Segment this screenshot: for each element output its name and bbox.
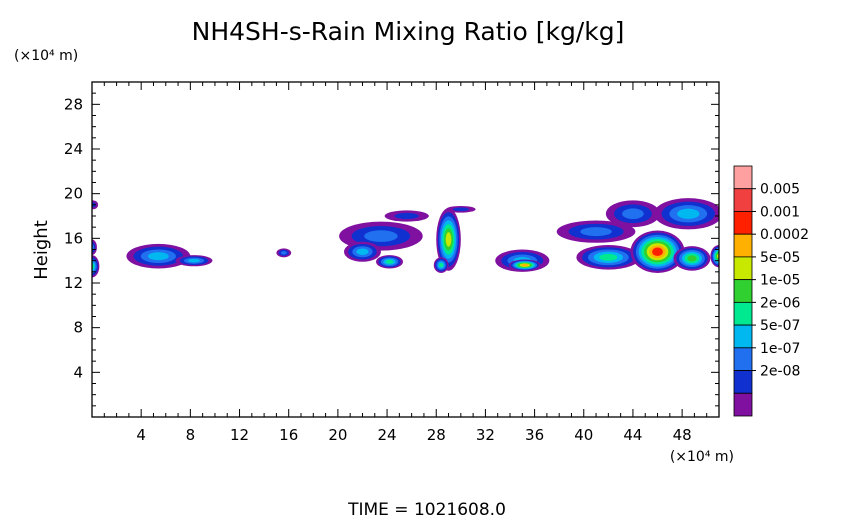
time-footer: TIME = 1021608.0 xyxy=(347,500,506,519)
contour-level xyxy=(445,232,452,247)
x-tick-label: 24 xyxy=(378,426,397,444)
data-field xyxy=(92,198,719,278)
contour-level xyxy=(599,253,618,261)
data-cell xyxy=(375,255,404,269)
y-tick-label: 28 xyxy=(64,95,83,113)
colorbar-label: 1e-07 xyxy=(760,341,800,357)
y-tick-label: 4 xyxy=(73,363,83,381)
colorbar-swatch xyxy=(733,347,753,371)
x-tick-label: 40 xyxy=(574,426,593,444)
contour-level xyxy=(439,262,444,268)
data-cell xyxy=(344,241,381,262)
colorbar-label: 2e-06 xyxy=(760,295,800,311)
y-tick-label: 8 xyxy=(73,319,83,337)
contour-level xyxy=(147,252,169,261)
y-tick-label: 12 xyxy=(64,274,83,292)
colorbar-swatch xyxy=(733,256,753,281)
data-cell xyxy=(175,255,213,267)
contour-level xyxy=(364,230,398,242)
contour-level xyxy=(677,208,700,219)
colorbar-swatch xyxy=(733,301,753,326)
data-cell xyxy=(446,205,476,213)
data-cell xyxy=(436,208,461,271)
data-cell xyxy=(576,245,641,270)
y-tick-label: 20 xyxy=(64,185,83,203)
colorbar-swatch xyxy=(733,279,753,303)
y-tick-label: 16 xyxy=(64,229,83,247)
data-cell xyxy=(605,200,660,228)
x-tick-label: 4 xyxy=(136,426,146,444)
data-cell xyxy=(556,220,636,243)
x-tick-label: 12 xyxy=(230,426,249,444)
data-cell xyxy=(433,257,449,273)
colorbar-label: 2e-08 xyxy=(760,364,800,380)
colorbar-swatch xyxy=(733,392,753,417)
contour-level xyxy=(521,263,529,267)
contour-level xyxy=(452,207,469,212)
colorbar-swatch xyxy=(733,165,753,190)
colorbar-label: 0.001 xyxy=(760,204,800,220)
colorbar: 0.005 0.001 0.0002 5e-05 1e-05 2e-06 5e-07 1e-0… xyxy=(733,165,809,417)
colorbar-label: 5e-07 xyxy=(760,318,800,334)
colorbar-swatch xyxy=(733,211,753,235)
x-tick-label: 8 xyxy=(186,426,196,444)
colorbar-label: 0.0002 xyxy=(760,227,809,243)
y-axis-label: Height xyxy=(31,220,52,280)
y-tick-label: 24 xyxy=(64,140,83,158)
data-cell xyxy=(673,246,711,271)
chart-title: NH4SH-s-Rain Mixing Ratio [kg/kg] xyxy=(192,17,625,46)
colorbar-swatch xyxy=(733,233,753,258)
contour-level xyxy=(394,212,419,220)
contour-level xyxy=(385,259,394,264)
colorbar-label: 1e-05 xyxy=(760,273,800,289)
contour-level xyxy=(580,227,612,237)
data-cell xyxy=(384,210,429,222)
contour-level xyxy=(622,208,644,220)
contour-level xyxy=(687,255,697,262)
y-unit-label: (×10⁴ m) xyxy=(14,48,78,64)
data-cell xyxy=(126,243,191,269)
x-tick-label: 36 xyxy=(525,426,544,444)
contour-level xyxy=(280,251,287,255)
colorbar-label: 0.005 xyxy=(760,182,800,198)
colorbar-swatch xyxy=(733,188,753,212)
colorbar-swatch xyxy=(733,370,753,394)
x-tick-label: 32 xyxy=(476,426,495,444)
colorbar-swatch xyxy=(733,324,753,349)
contour-level xyxy=(356,248,369,255)
data-cell xyxy=(630,230,685,273)
data-cell xyxy=(653,198,719,230)
x-unit-label: (×10⁴ m) xyxy=(670,449,734,465)
x-tick-label: 48 xyxy=(673,426,692,444)
contour-level xyxy=(188,258,201,263)
x-tick-label: 16 xyxy=(279,426,298,444)
data-cell xyxy=(276,248,292,258)
x-tick-label: 20 xyxy=(328,426,347,444)
x-tick-label: 44 xyxy=(623,426,642,444)
data-cell xyxy=(508,259,541,271)
data-cell xyxy=(710,245,719,268)
colorbar-label: 5e-05 xyxy=(760,250,800,266)
plot-frame xyxy=(91,81,720,418)
x-tick-label: 28 xyxy=(427,426,446,444)
contour-level xyxy=(652,247,663,256)
